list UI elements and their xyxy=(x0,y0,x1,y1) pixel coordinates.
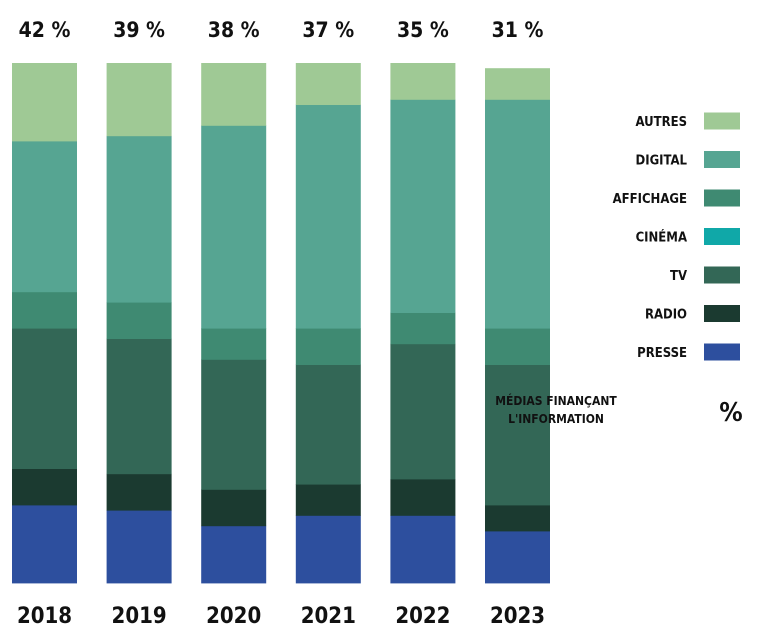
bars-layer xyxy=(12,63,550,584)
bar-segment-autres-2023 xyxy=(485,68,550,100)
percent-symbol: % xyxy=(719,398,742,428)
year-label-2019: 2019 xyxy=(112,604,167,629)
bar-segment-presse-2019 xyxy=(106,510,172,584)
legend-label-affichage: AFFICHAGE xyxy=(613,192,687,207)
bar-segment-radio-2023 xyxy=(485,505,550,532)
bar-segment-presse-2018 xyxy=(12,505,77,584)
bar-segment-affichage-2020 xyxy=(201,328,267,360)
legend-item-digital: DIGITAL xyxy=(636,151,740,169)
bar-segment-digital-2020 xyxy=(201,125,267,329)
bar-segment-affichage-2018 xyxy=(12,291,77,329)
year-label-2020: 2020 xyxy=(206,604,261,629)
bar-segment-radio-2018 xyxy=(12,468,77,506)
legend: AUTRES DIGITAL AFFICHAGE CINÉMA TV RADIO PRESS… xyxy=(613,112,740,361)
legend-label-cinema: CINÉMA xyxy=(636,230,687,246)
year-label-2022: 2022 xyxy=(395,604,450,629)
bar-segment-tv-2022 xyxy=(390,343,456,480)
legend-label-radio: RADIO xyxy=(645,308,687,323)
top-percentage-labels: 42 % 39 % 38 % 37 % 35 % 31 % xyxy=(19,18,544,42)
bar-segment-tv-2023 xyxy=(485,364,550,506)
bar-segment-digital-2018 xyxy=(12,141,77,293)
legend-swatch-affichage xyxy=(704,189,740,207)
top-label-2019: 39 % xyxy=(113,18,165,42)
legend-label-presse: PRESSE xyxy=(637,346,687,361)
annotation-line-2: L'INFORMATION xyxy=(508,412,604,426)
bar-segment-affichage-2021 xyxy=(295,328,361,365)
bar-segment-tv-2019 xyxy=(106,338,172,475)
bar-segment-digital-2022 xyxy=(390,99,456,314)
bar-segment-autres-2020 xyxy=(201,63,267,126)
bar-segment-tv-2018 xyxy=(12,328,77,469)
bar-segment-autres-2022 xyxy=(390,63,456,100)
bar-segment-radio-2019 xyxy=(106,473,172,511)
top-label-2022: 35 % xyxy=(397,18,449,42)
bar-segment-presse-2020 xyxy=(201,525,267,584)
year-label-2021: 2021 xyxy=(301,604,356,629)
year-label-2018: 2018 xyxy=(17,604,72,629)
bar-segment-digital-2021 xyxy=(295,104,361,329)
bar-segment-presse-2022 xyxy=(390,515,456,584)
legend-item-radio: RADIO xyxy=(645,305,740,323)
legend-swatch-autres xyxy=(704,112,740,130)
legend-swatch-presse xyxy=(704,343,740,361)
bar-segment-digital-2019 xyxy=(106,135,172,303)
bar-segment-tv-2020 xyxy=(201,359,267,490)
bar-segment-autres-2018 xyxy=(12,63,77,142)
bar-segment-autres-2019 xyxy=(106,63,172,137)
legend-item-affichage: AFFICHAGE xyxy=(613,189,740,207)
bar-segment-affichage-2023 xyxy=(485,328,550,365)
legend-item-cinema: CINÉMA xyxy=(636,228,740,246)
legend-label-tv: TV xyxy=(670,269,687,284)
annotation: MÉDIAS FINANÇANT L'INFORMATION % xyxy=(495,393,742,428)
top-label-2023: 31 % xyxy=(492,18,544,42)
annotation-line-1: MÉDIAS FINANÇANT xyxy=(495,393,617,408)
legend-swatch-digital xyxy=(704,151,740,168)
bar-segment-radio-2022 xyxy=(390,479,456,516)
legend-swatch-cinema xyxy=(704,228,740,245)
top-label-2021: 37 % xyxy=(302,18,354,42)
bar-segment-affichage-2022 xyxy=(390,312,456,345)
legend-item-autres: AUTRES xyxy=(635,112,740,130)
bar-segment-digital-2023 xyxy=(485,99,550,329)
bar-segment-radio-2021 xyxy=(295,484,361,516)
legend-label-digital: DIGITAL xyxy=(636,154,688,169)
legend-label-autres: AUTRES xyxy=(635,115,687,130)
bar-segment-tv-2021 xyxy=(295,364,361,485)
bar-segment-autres-2021 xyxy=(295,63,361,105)
bar-segment-presse-2023 xyxy=(485,531,550,584)
bar-segment-radio-2020 xyxy=(201,489,267,527)
top-label-2020: 38 % xyxy=(208,18,260,42)
top-label-2018: 42 % xyxy=(19,18,71,42)
year-axis-labels: 2018 2019 2020 2021 2022 2023 xyxy=(17,604,545,629)
bar-segment-presse-2021 xyxy=(295,515,361,584)
legend-swatch-tv xyxy=(704,266,740,284)
legend-swatch-radio xyxy=(704,305,740,322)
bar-segment-affichage-2019 xyxy=(106,302,172,339)
legend-item-tv: TV xyxy=(670,266,740,284)
year-label-2023: 2023 xyxy=(490,604,545,629)
legend-item-presse: PRESSE xyxy=(637,343,740,361)
